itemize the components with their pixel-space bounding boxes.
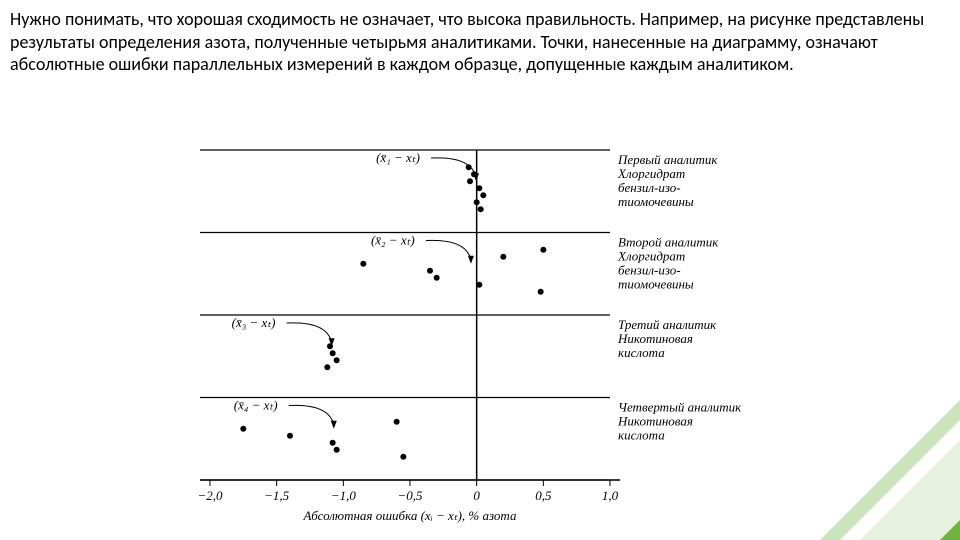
slide: Нужно понимать, что хорошая сходимость н… [0, 0, 960, 540]
svg-text:Никотиновая: Никотиновая [617, 331, 693, 346]
svg-text:(x̄₁ − xₜ): (x̄₁ − xₜ) [376, 150, 420, 165]
svg-text:−2,0: −2,0 [197, 488, 223, 503]
svg-text:Абсолютная ошибка (xᵢ − xₜ), %: Абсолютная ошибка (xᵢ − xₜ), % азота [303, 508, 517, 523]
svg-text:(x̄₃ − xₜ): (x̄₃ − xₜ) [232, 315, 276, 330]
svg-text:−1,5: −1,5 [264, 488, 290, 503]
svg-text:Второй аналитик: Второй аналитик [618, 235, 719, 250]
svg-text:Четвертый аналитик: Четвертый аналитик [618, 400, 742, 415]
svg-text:1,0: 1,0 [602, 488, 619, 503]
body-paragraph: Нужно понимать, что хорошая сходимость н… [10, 8, 950, 76]
svg-text:(x̄₂ − xₜ): (x̄₂ − xₜ) [371, 233, 415, 248]
svg-text:бензил-изо-: бензил-изо- [618, 263, 681, 278]
svg-text:0,5: 0,5 [535, 488, 552, 503]
svg-text:кислота: кислота [618, 428, 665, 443]
svg-text:кислота: кислота [618, 345, 665, 360]
svg-text:бензил-изо-: бензил-изо- [618, 180, 681, 195]
svg-text:Третий аналитик: Третий аналитик [618, 317, 717, 332]
corner-decoration [760, 340, 960, 540]
svg-text:Первый аналитик: Первый аналитик [617, 152, 718, 167]
svg-text:(x̄₄ − xₜ): (x̄₄ − xₜ) [234, 398, 278, 413]
error-strip-chart: Первый аналитикХлоргидратбензил-изо-тиом… [180, 140, 760, 530]
svg-text:−1,0: −1,0 [331, 488, 357, 503]
svg-text:тиомочевины: тиомочевины [618, 194, 694, 209]
svg-text:Хлоргидрат: Хлоргидрат [617, 249, 685, 264]
svg-text:−0,5: −0,5 [397, 488, 423, 503]
svg-text:Никотиновая: Никотиновая [617, 414, 693, 429]
svg-text:тиомочевины: тиомочевины [618, 277, 694, 292]
svg-text:Хлоргидрат: Хлоргидрат [617, 166, 685, 181]
svg-text:0: 0 [473, 488, 480, 503]
